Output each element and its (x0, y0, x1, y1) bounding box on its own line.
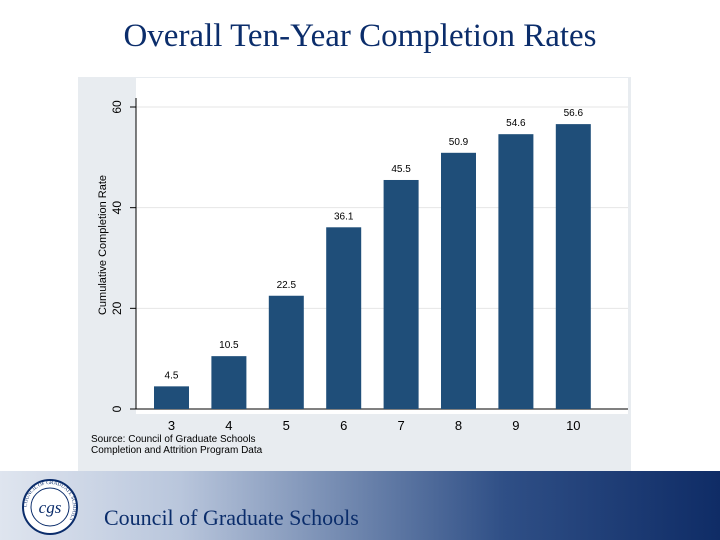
data-label: 22.5 (277, 280, 297, 291)
data-label: 45.5 (391, 164, 411, 175)
data-label: 36.1 (334, 211, 354, 222)
y-tick-label: 0 (110, 405, 124, 412)
y-axis-label: Cumulative Completion Rate (97, 174, 109, 316)
bar (441, 152, 476, 409)
y-tick-label: 20 (110, 301, 124, 315)
bar (268, 295, 304, 409)
footer-org-name: Council of Graduate Schools (104, 505, 359, 530)
source-line: Source: Council of Graduate Schools (91, 434, 256, 445)
data-label: 10.5 (219, 340, 239, 351)
x-tick-label: 3 (168, 418, 175, 433)
source-line: Completion and Attrition Program Data (91, 445, 263, 456)
data-label: 54.6 (506, 118, 526, 129)
y-tick-label: 40 (110, 201, 124, 215)
data-label: 50.9 (449, 137, 469, 148)
x-tick-label: 5 (283, 418, 290, 433)
bar (154, 386, 189, 409)
bar (383, 179, 419, 409)
bar (211, 356, 247, 409)
cgs-logo: cgs COUNCIL OF GRADUATE SCHOOLS (22, 479, 78, 535)
page-title: Overall Ten-Year Completion Rates (123, 18, 597, 54)
data-label: 4.5 (165, 370, 179, 381)
bar (555, 124, 591, 409)
x-tick-label: 9 (512, 418, 519, 433)
y-tick-label: 60 (110, 100, 124, 114)
source-note: Source: Council of Graduate Schools Comp… (91, 434, 262, 456)
bar (498, 134, 534, 409)
x-tick-label: 8 (455, 418, 462, 433)
x-tick-label: 4 (225, 418, 232, 433)
bar (326, 227, 362, 409)
data-label: 56.6 (564, 108, 584, 119)
x-tick-label: 10 (566, 418, 580, 433)
x-tick-label: 6 (340, 418, 347, 433)
logo-monogram: cgs (39, 498, 62, 517)
footer-bar (0, 471, 720, 540)
x-tick-label: 7 (397, 418, 404, 433)
